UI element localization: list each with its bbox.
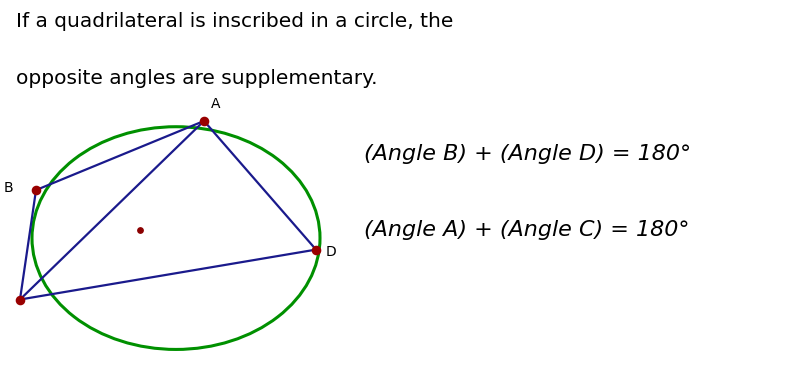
Text: A: A (210, 98, 220, 111)
Text: B: B (4, 181, 14, 195)
Point (310, 247, 322, 253)
Point (14, 296, 26, 303)
Point (30, 187, 42, 193)
Point (198, 118, 210, 124)
Text: opposite angles are supplementary.: opposite angles are supplementary. (16, 69, 378, 88)
Point (134, 227, 146, 233)
Text: (Angle A) + (Angle C) = 180°: (Angle A) + (Angle C) = 180° (364, 220, 690, 240)
Text: (Angle B) + (Angle D) = 180°: (Angle B) + (Angle D) = 180° (364, 144, 691, 164)
Text: If a quadrilateral is inscribed in a circle, the: If a quadrilateral is inscribed in a cir… (16, 12, 454, 30)
Text: D: D (326, 245, 336, 258)
